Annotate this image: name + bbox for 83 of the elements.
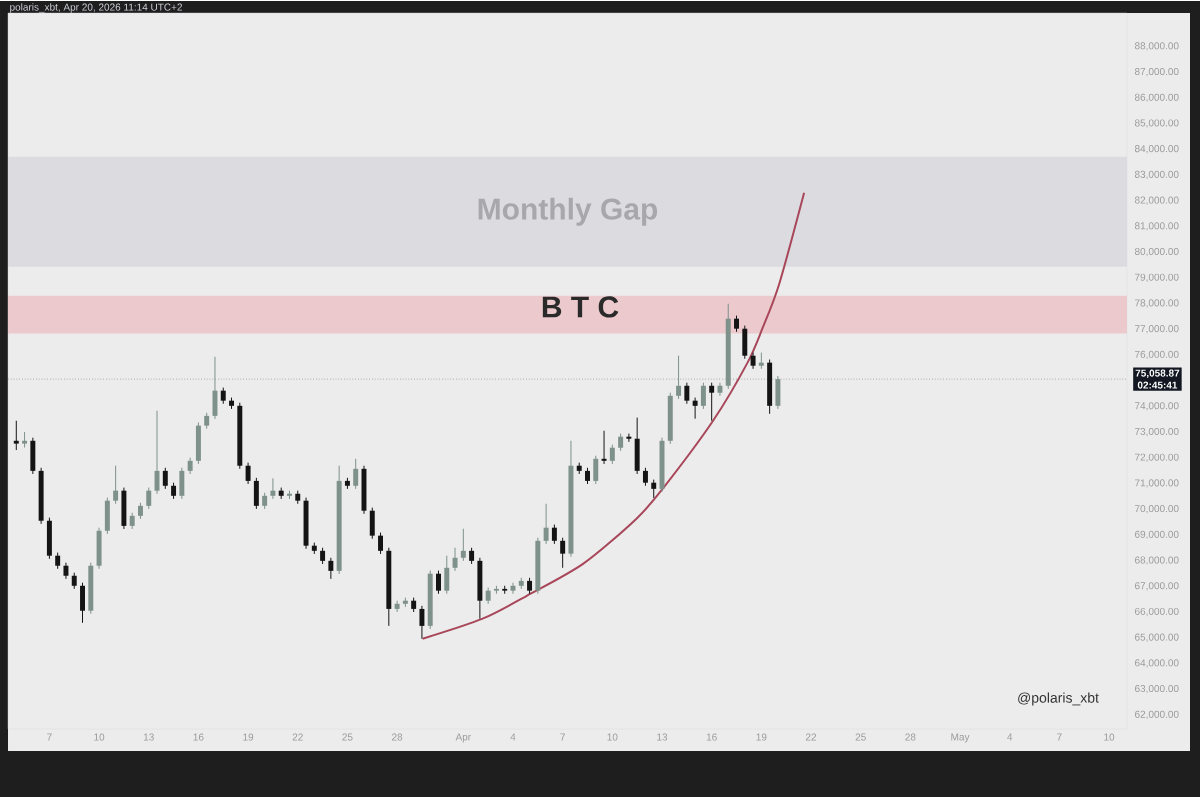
candlestick xyxy=(651,479,657,499)
candlestick xyxy=(13,420,19,451)
y-tick-label: 86,000.00 xyxy=(1134,93,1179,102)
y-tick-label: 85,000.00 xyxy=(1134,119,1179,128)
candlestick xyxy=(245,462,251,485)
x-tick-label: 19 xyxy=(756,733,767,741)
text: polaris_xbt, Apr 20, 2026 11:14 UTC+2 xyxy=(10,3,182,13)
x-tick-label: 10 xyxy=(607,733,618,741)
y-tick-label: 73,000.00 xyxy=(1135,427,1179,437)
candlestick xyxy=(162,467,168,490)
candlestick xyxy=(551,524,557,545)
x-tick-label: 25 xyxy=(855,733,866,741)
x-tick-label: 28 xyxy=(905,733,916,741)
y-tick-label: 72,000.00 xyxy=(1135,453,1179,462)
x-tick-label: 7 xyxy=(1057,733,1062,741)
ref-line-label: 75,058.87 xyxy=(1135,369,1180,379)
x-tick-label: 13 xyxy=(143,733,154,741)
y-tick-label: 80,000.00 xyxy=(1134,247,1179,257)
y-tick-label: 76,000.00 xyxy=(1135,350,1179,360)
candlestick xyxy=(543,503,549,545)
candlestick xyxy=(460,528,466,562)
y-tick-label: 67,000.00 xyxy=(1135,582,1179,591)
candlestick xyxy=(328,557,334,580)
candlestick xyxy=(717,382,723,397)
y-tick-label: 81,000.00 xyxy=(1134,222,1179,231)
x-tick-label: 7 xyxy=(560,733,565,741)
candlestick xyxy=(113,465,119,505)
candlestick xyxy=(692,397,698,420)
line-series xyxy=(421,191,806,640)
candlestick xyxy=(270,477,276,500)
y-tick-label: 63,000.00 xyxy=(1135,685,1179,694)
x-tick-label: 7 xyxy=(47,733,52,741)
x-tick-label: 13 xyxy=(657,733,668,741)
y-tick-label: 84,000.00 xyxy=(1134,145,1179,154)
y-tick-label: 62,000.00 xyxy=(1135,710,1179,719)
y-tick-label: 70,000.00 xyxy=(1135,505,1179,514)
x-tick-label: 16 xyxy=(193,733,204,741)
candlestick xyxy=(700,382,706,410)
x-tick-label: 16 xyxy=(706,733,717,741)
candlestick xyxy=(378,532,384,555)
x-tick-label: 4 xyxy=(510,733,516,741)
candlestick xyxy=(609,444,615,465)
x-tick-label: Apr xyxy=(455,733,471,743)
candlestick xyxy=(353,458,359,490)
x-tick-label: 28 xyxy=(392,733,403,741)
y-tick-label: 74,000.00 xyxy=(1135,402,1179,411)
annotation: B T C xyxy=(542,296,619,318)
candlestick xyxy=(626,433,632,443)
candlestick xyxy=(452,547,458,572)
text: 02:45:41 xyxy=(1137,381,1178,389)
y-tick-label: 68,000.00 xyxy=(1135,556,1179,565)
x-tick-label: 19 xyxy=(243,733,254,741)
candlestick xyxy=(154,410,160,495)
y-tick-label: 69,000.00 xyxy=(1135,530,1179,540)
y-tick-label: 79,000.00 xyxy=(1135,273,1179,282)
y-tick-label: 88,000.00 xyxy=(1134,42,1179,51)
x-tick-label: 22 xyxy=(805,733,817,741)
x-tick-label: 4 xyxy=(1007,733,1013,741)
y-tick-label: 82,000.00 xyxy=(1134,196,1179,205)
candlestick xyxy=(146,487,152,510)
x-tick-label: 10 xyxy=(1104,733,1115,741)
y-tick-label: 83,000.00 xyxy=(1134,170,1179,180)
annotation: @polaris_xbt xyxy=(1018,692,1099,706)
candlestick xyxy=(419,605,425,640)
x-tick-label: 25 xyxy=(342,733,353,741)
candlestick xyxy=(436,570,441,595)
x-tick-label: May xyxy=(951,733,970,743)
y-tick-label: 64,000.00 xyxy=(1135,659,1179,668)
candlestick xyxy=(560,537,566,569)
x-tick-label: 22 xyxy=(292,733,303,741)
candlestick xyxy=(601,430,607,465)
candlestick xyxy=(709,382,715,422)
x-tick-label: 10 xyxy=(94,733,105,741)
y-tick-label: 65,000.00 xyxy=(1135,633,1179,642)
y-tick-label: 78,000.00 xyxy=(1135,299,1179,308)
y-tick-label: 77,000.00 xyxy=(1135,325,1179,334)
candlestick xyxy=(593,455,599,485)
candlestick xyxy=(684,382,690,405)
candlestick xyxy=(444,555,450,595)
candlestick xyxy=(394,600,400,613)
y-tick-label: 87,000.00 xyxy=(1134,67,1179,77)
y-tick-label: 71,000.00 xyxy=(1135,479,1179,488)
y-tick-label: 66,000.00 xyxy=(1135,607,1179,617)
